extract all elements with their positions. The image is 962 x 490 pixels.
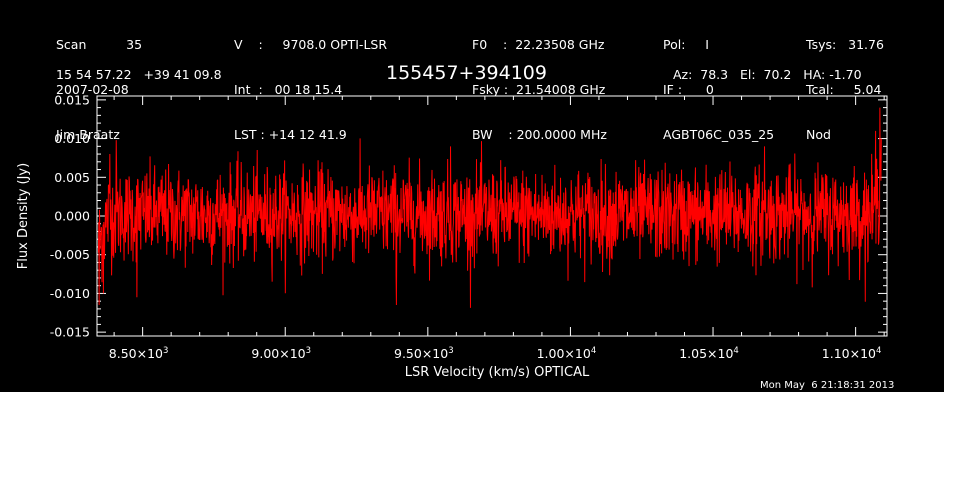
y-tick-label: 0.015 xyxy=(54,92,90,107)
int-line: Int : 00 18 15.4 xyxy=(234,82,343,97)
y-tick-label: -0.005 xyxy=(50,247,90,262)
y-axis-label: Flux Density (Jy) xyxy=(16,163,31,269)
source-name: 155457+394109 xyxy=(386,62,547,84)
pol-line: Pol: I xyxy=(663,37,709,52)
tcal-line: Tcal: 5.04 xyxy=(806,82,882,97)
date-line: 2007-02-08 xyxy=(56,82,129,97)
x-axis-label: LSR Velocity (km/s) OPTICAL xyxy=(405,365,590,380)
bw-line: BW : 200.0000 MHz xyxy=(472,127,607,142)
plot-timestamp: Mon May 6 21:18:31 2013 xyxy=(760,380,895,391)
proc-line: Nod xyxy=(806,127,831,142)
x-tick-label: 1.05×104 xyxy=(679,346,739,361)
header-col-pol: Pol: I IF : 0 AGBT06C_035_25 xyxy=(663,7,774,172)
spectrum-panel: Scan 35 2007-02-08 Jim Braatz V : 9708.0… xyxy=(0,0,944,392)
x-tick-label: 1.00×104 xyxy=(537,346,597,361)
lst-line: LST : +14 12 41.9 xyxy=(234,127,347,142)
spectrum-chart: 8.50×103 9.00×103 9.50×103 1.00×104 1.05×104… xyxy=(16,92,888,380)
x-tick-label: 9.00×103 xyxy=(251,346,311,361)
observer-line: Jim Braatz xyxy=(56,127,120,142)
y-tick-label: 0.010 xyxy=(54,131,90,146)
f0-line: F0 : 22.23508 GHz xyxy=(472,37,605,52)
header-col-scan: Scan 35 2007-02-08 Jim Braatz xyxy=(56,7,142,172)
x-tick-label: 1.10×104 xyxy=(822,346,882,361)
project-line: AGBT06C_035_25 xyxy=(663,127,775,142)
x-tick-label: 8.50×103 xyxy=(109,346,169,361)
header-col-velocity: V : 9708.0 OPTI-LSR Int : 00 18 15.4 LST… xyxy=(234,7,387,172)
source-coordinates: 15 54 57.22 +39 41 09.8 xyxy=(56,67,222,82)
fsky-line: Fsky : 21.54008 GHz xyxy=(472,82,606,97)
tsys-line: Tsys: 31.76 xyxy=(806,37,884,52)
spectrum-series-line xyxy=(97,107,882,308)
y-tick-label: 0.000 xyxy=(54,209,90,224)
header-col-tsys: Tsys: 31.76 Tcal: 5.04 Nod xyxy=(806,7,884,172)
if-line: IF : 0 xyxy=(663,82,714,97)
y-tick-label: 0.005 xyxy=(54,170,90,185)
y-tick-label: -0.010 xyxy=(50,286,90,301)
scan-line: Scan 35 xyxy=(56,37,143,52)
header-col-frequency: F0 : 22.23508 GHz Fsky : 21.54008 GHz BW… xyxy=(472,7,607,172)
x-tick-label: 9.50×103 xyxy=(394,346,454,361)
az-el-ha: Az: 78.3 El: 70.2 HA: -1.70 xyxy=(673,67,862,82)
velocity-line: V : 9708.0 OPTI-LSR xyxy=(234,37,388,52)
y-tick-label: -0.015 xyxy=(50,325,90,340)
